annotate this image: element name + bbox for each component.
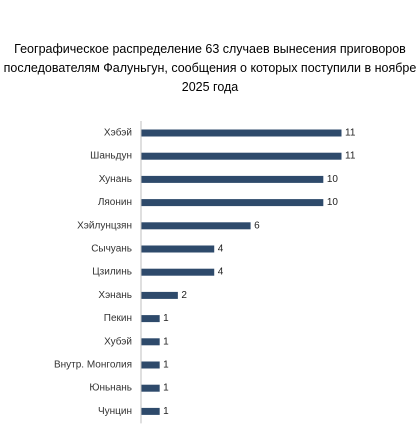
data-label: 10 xyxy=(327,197,339,208)
data-label: 1 xyxy=(163,383,169,394)
bar xyxy=(141,291,178,299)
category-label: Юньнань xyxy=(89,383,132,394)
data-label: 1 xyxy=(163,313,169,324)
bar xyxy=(141,338,160,346)
bar xyxy=(141,129,342,137)
data-label: 10 xyxy=(327,174,339,185)
bar xyxy=(141,175,324,183)
data-label: 1 xyxy=(163,336,169,347)
data-label: 1 xyxy=(163,360,169,371)
category-label: Хунань xyxy=(99,174,132,185)
category-label: Хубэй xyxy=(104,335,132,347)
category-label: Внутр. Монголия xyxy=(54,360,132,371)
category-label: Хэбэй xyxy=(104,127,132,139)
bar xyxy=(141,268,215,276)
category-label: Сычуань xyxy=(91,244,132,255)
chart-title: Географическое распределение 63 случаев … xyxy=(3,42,417,94)
data-label: 11 xyxy=(345,151,356,162)
bar xyxy=(141,407,160,415)
category-label: Хэйлунцзян xyxy=(77,220,132,231)
bar xyxy=(141,245,215,253)
category-label: Пекин xyxy=(104,313,132,324)
bar xyxy=(141,361,160,369)
bar xyxy=(141,199,324,207)
bar xyxy=(141,384,160,392)
category-label: Чунцин xyxy=(98,406,132,417)
data-label: 11 xyxy=(345,128,356,139)
data-label: 1 xyxy=(163,406,169,417)
data-label: 6 xyxy=(254,220,260,231)
category-label: Ляонин xyxy=(98,197,132,208)
bar xyxy=(141,315,160,323)
data-label: 4 xyxy=(218,244,224,255)
category-label: Шаньдун xyxy=(90,151,132,162)
data-label: 2 xyxy=(181,290,187,301)
category-label: Хэнань xyxy=(98,290,132,301)
bar xyxy=(141,152,342,160)
data-label: 4 xyxy=(218,267,224,278)
bar xyxy=(141,222,251,230)
category-label: Цзилинь xyxy=(92,267,132,278)
